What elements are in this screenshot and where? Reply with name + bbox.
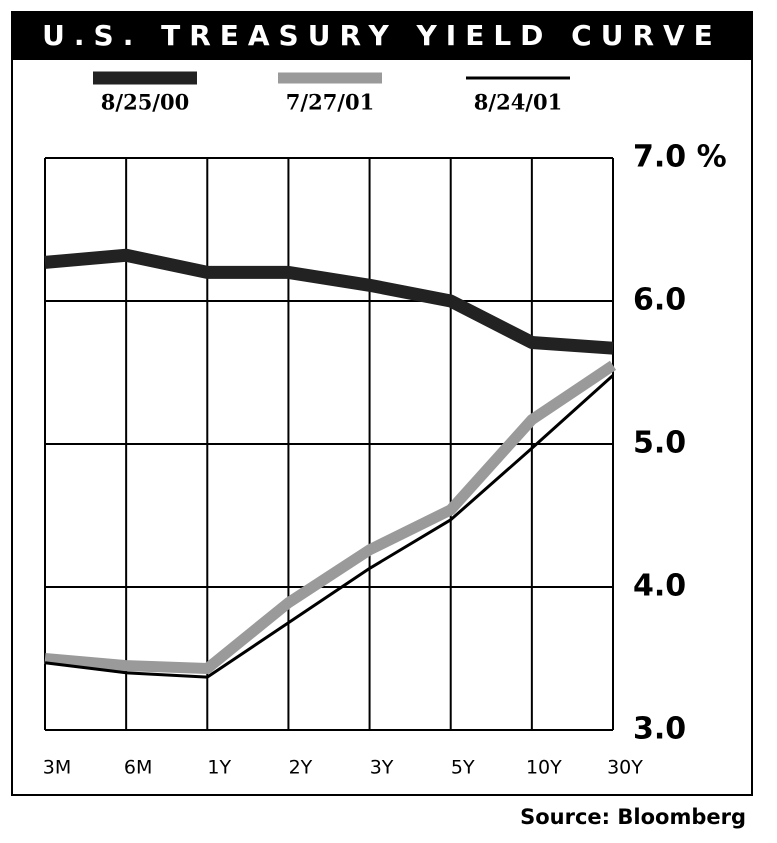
series-line <box>44 374 615 679</box>
legend-label: 8/24/01 <box>474 90 562 115</box>
legend-label: 8/25/00 <box>101 90 189 115</box>
chart-title: U.S. TREASURY YIELD CURVE <box>42 19 722 52</box>
x-tick-label: 2Y <box>289 757 313 779</box>
x-tick-label: 5Y <box>451 757 475 779</box>
series-line <box>44 360 617 675</box>
frame <box>11 11 753 796</box>
legend-label: 7/27/01 <box>286 90 374 115</box>
series-line <box>44 248 614 355</box>
y-tick-label: 4.0 <box>633 569 686 604</box>
x-tick-label: 30Y <box>607 757 643 779</box>
x-tick-label: 6M <box>124 757 152 779</box>
source: Source: Bloomberg <box>520 805 746 829</box>
title-bar <box>12 12 752 60</box>
y-tick-label: 7.0 % <box>633 140 727 175</box>
x-tick-label: 10Y <box>526 757 562 779</box>
y-tick-label: 5.0 <box>633 426 686 461</box>
x-tick-label: 3M <box>43 757 71 779</box>
x-tick-label: 1Y <box>207 757 231 779</box>
y-tick-label: 3.0 <box>633 712 686 747</box>
x-tick-label: 3Y <box>370 757 394 779</box>
y-tick-label: 6.0 <box>633 283 686 318</box>
